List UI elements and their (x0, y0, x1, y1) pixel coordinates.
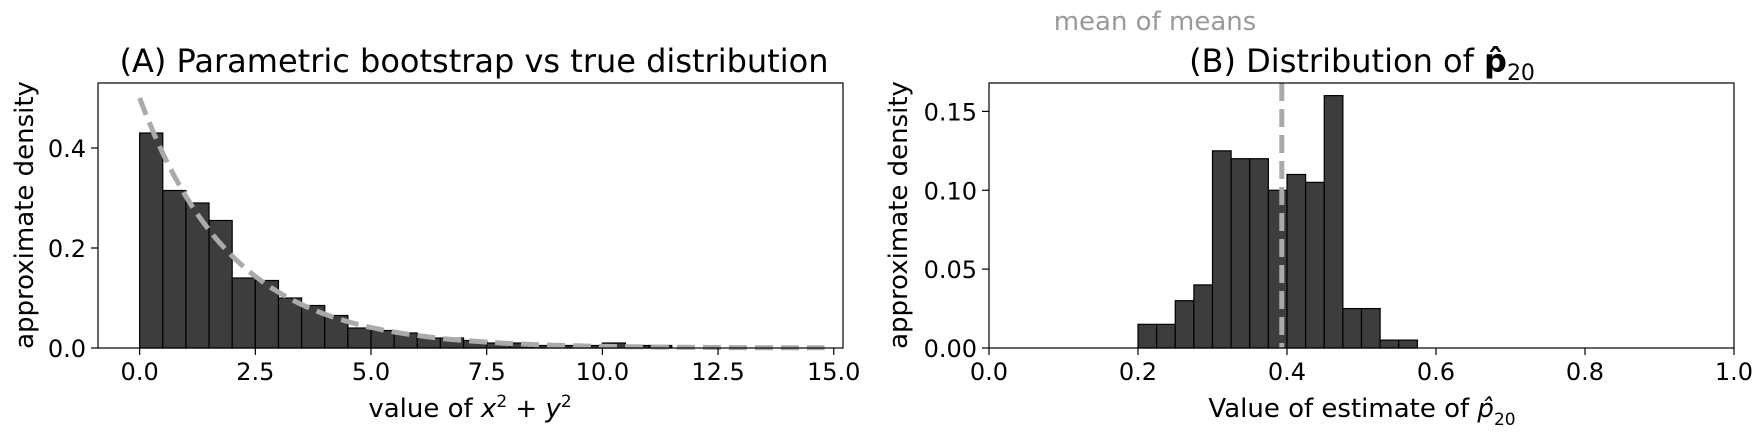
b-bar-14 (1398, 339, 1418, 349)
b-y-tick-label-3: 0.15 (924, 98, 977, 126)
b-y-tick-label-2: 0.10 (924, 177, 977, 205)
panel-b-y-label: approximate density (884, 81, 914, 349)
b-x-tick-label-1: 0.2 (1119, 358, 1157, 386)
a-x-tick-label-2: 5.0 (352, 358, 390, 386)
b-x-tick-label-3: 0.6 (1417, 358, 1455, 386)
b-bar-11 (1342, 307, 1363, 349)
b-bar-3 (1193, 284, 1214, 349)
panel-b-x-ticks: 0.0 0.2 0.4 0.6 0.8 1.0 (970, 348, 1753, 386)
a-bar-12 (416, 337, 442, 349)
b-bar-13 (1379, 339, 1400, 349)
panel-a-y-ticks: 0.0 0.2 0.4 (48, 135, 98, 363)
panel-b-bars (1137, 95, 1418, 349)
b-bar-4 (1211, 150, 1232, 349)
a-x-tick-label-5: 12.5 (691, 358, 744, 386)
b-x-tick-label-4: 0.8 (1566, 358, 1604, 386)
panel-a-y-label: approximate density (10, 81, 40, 349)
b-bar-6 (1249, 158, 1269, 349)
panel-b-x-label: Value of estimate of p̂20 (1208, 394, 1515, 430)
b-bar-9 (1305, 181, 1325, 349)
b-y-tick-label-0: 0.00 (924, 335, 977, 363)
panel-a: (A) Parametric bootstrap vs true distrib… (10, 42, 860, 424)
panel-b: (B) Distribution of p̂20 0.0 0.2 0.4 0.6 0.8… (884, 42, 1753, 430)
a-y-tick-label-2: 0.4 (48, 135, 86, 163)
a-bar-3 (208, 219, 233, 349)
panel-a-bars (139, 132, 673, 349)
a-x-tick-label-1: 2.5 (236, 358, 274, 386)
b-bar-12 (1360, 307, 1381, 349)
panel-b-y-ticks: 0.00 0.05 0.10 0.15 (924, 98, 989, 363)
b-x-tick-label-0: 0.0 (970, 358, 1008, 386)
a-y-tick-label-1: 0.2 (48, 235, 86, 263)
a-bar-10 (370, 329, 395, 349)
b-x-tick-label-5: 1.0 (1715, 358, 1753, 386)
a-x-tick-label-6: 15.0 (807, 358, 860, 386)
b-bar-2 (1174, 300, 1195, 349)
panel-a-x-ticks: 0.0 2.5 5.0 7.5 10.0 12.5 15.0 (121, 348, 860, 386)
a-bar-9 (347, 327, 372, 349)
panel-b-title: (B) Distribution of p̂20 (1189, 42, 1535, 86)
panel-a-x-label: value of x2 + y2 (368, 392, 571, 424)
a-y-tick-label-0: 0.0 (48, 335, 86, 363)
b-y-tick-label-1: 0.05 (924, 256, 977, 284)
b-bar-1 (1156, 323, 1176, 349)
panel-b-axes-frame (988, 82, 1735, 349)
b-bar-10 (1323, 95, 1344, 349)
b-bar-0 (1137, 323, 1158, 349)
a-bar-0 (139, 132, 164, 349)
mean-of-means-annotation: mean of means (1054, 7, 1257, 37)
b-bar-8 (1286, 173, 1307, 349)
a-bar-1 (162, 189, 187, 349)
b-x-tick-label-2: 0.4 (1268, 358, 1306, 386)
a-x-tick-label-4: 10.0 (576, 358, 629, 386)
panel-a-axes-frame (97, 82, 844, 349)
b-bar-5 (1230, 158, 1251, 349)
panel-a-title: (A) Parametric bootstrap vs true distrib… (120, 42, 829, 80)
a-bar-4 (231, 277, 256, 349)
a-x-tick-label-0: 0.0 (121, 358, 159, 386)
a-x-tick-label-3: 7.5 (468, 358, 506, 386)
